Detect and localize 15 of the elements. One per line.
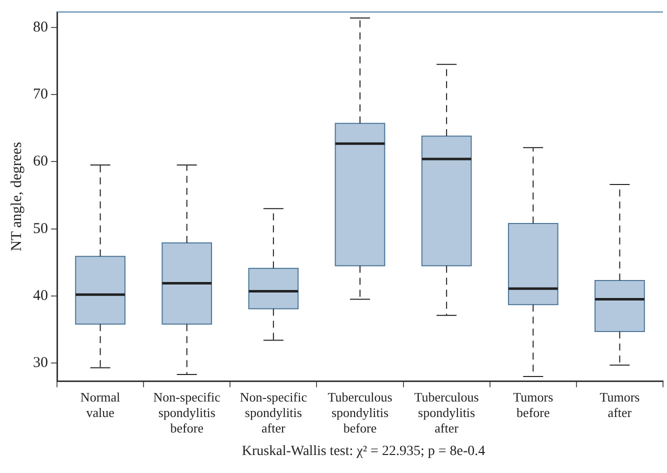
y-axis-title: NT angle, degrees	[8, 142, 25, 252]
y-tick-label: 30	[33, 355, 48, 372]
x-tick-label: Tuberculous spondylitis after	[414, 389, 479, 436]
x-tick-label: Tumors after	[600, 389, 640, 420]
x-tick-label: Tumors before	[513, 389, 554, 420]
y-tick-label: 60	[33, 154, 48, 170]
y-tick-label: 50	[33, 220, 48, 237]
y-tick-label: 80	[33, 19, 48, 36]
x-tick-label: Non-specific spondylitis after	[240, 389, 308, 436]
y-tick-label: 70	[33, 86, 48, 103]
x-tick-label: Tuberculous spondylitis before	[328, 389, 392, 436]
x-tick-label: Non-specific spondylitis before	[153, 389, 221, 436]
y-tick-label: 40	[33, 288, 48, 304]
x-tick-label: Normal value	[80, 389, 121, 420]
text: Kruskal-Wallis test: χ² = 22.935; p = 8e-0.4	[240, 444, 486, 460]
